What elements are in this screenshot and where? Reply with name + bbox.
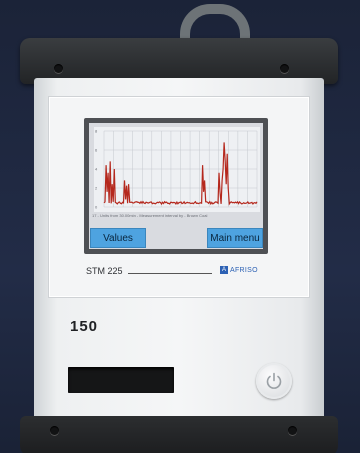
- model-label: STM 225: [86, 266, 123, 276]
- screw: [288, 426, 297, 435]
- screw: [54, 64, 63, 73]
- main-menu-button[interactable]: Main menu: [207, 228, 263, 248]
- y-tick-label: 4: [95, 167, 98, 172]
- brand-logo-icon: A: [220, 266, 228, 274]
- card-slot: [68, 367, 174, 393]
- power-button[interactable]: [256, 363, 292, 399]
- measurement-plot: 8 6 4 2 0: [94, 127, 260, 212]
- brand-logo: A AFRISO: [220, 266, 258, 274]
- y-tick-label: 6: [95, 148, 98, 153]
- y-tick-label: 8: [95, 129, 98, 134]
- y-tick-label: 2: [95, 186, 98, 191]
- y-tick-label: 0: [95, 205, 98, 210]
- plot-caption: 17 - Units from 30.00min - Measurement i…: [92, 213, 262, 221]
- model-underline: [128, 273, 212, 274]
- screw: [280, 64, 289, 73]
- brand-label: AFRISO: [230, 267, 258, 274]
- power-icon: [264, 371, 284, 391]
- values-button[interactable]: Values: [90, 228, 146, 248]
- bottom-bumper: [20, 416, 338, 453]
- screw: [50, 426, 59, 435]
- anniversary-logo: 150: [70, 318, 98, 335]
